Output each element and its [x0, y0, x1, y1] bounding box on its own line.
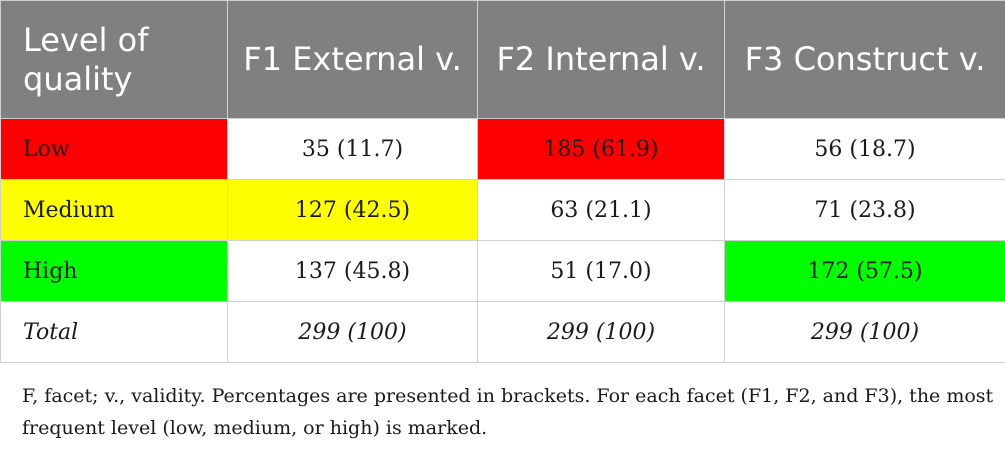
table-header-row: Level of quality F1 External v. F2 Inter… [0, 0, 1005, 119]
cell-high-f2: 51 (17.0) [477, 240, 725, 302]
header-f3-construct: F3 Construct v. [724, 0, 1005, 119]
header-f2-internal: F2 Internal v. [477, 0, 725, 119]
cell-medium-f2: 63 (21.1) [477, 179, 725, 241]
table-row-medium: Medium 127 (42.5) 63 (21.1) 71 (23.8) [0, 179, 1005, 241]
table-row-high: High 137 (45.8) 51 (17.0) 172 (57.5) [0, 240, 1005, 302]
cell-high-f1: 137 (45.8) [227, 240, 478, 302]
row-label-low: Low [0, 118, 228, 180]
cell-low-f1: 35 (11.7) [227, 118, 478, 180]
row-label-total: Total [0, 301, 228, 363]
cell-medium-f3: 71 (23.8) [724, 179, 1005, 241]
table-footnote: F, facet; v., validity. Percentages are … [22, 385, 994, 439]
row-label-high: High [0, 240, 228, 302]
quality-table: Level of quality F1 External v. F2 Inter… [0, 0, 1005, 363]
cell-medium-f1: 127 (42.5) [227, 179, 478, 241]
cell-total-f2: 299 (100) [477, 301, 725, 363]
cell-low-f2: 185 (61.9) [477, 118, 725, 180]
row-label-medium: Medium [0, 179, 228, 241]
table-row-total: Total 299 (100) 299 (100) 299 (100) [0, 301, 1005, 363]
header-level-of-quality: Level of quality [0, 0, 228, 119]
cell-high-f3: 172 (57.5) [724, 240, 1005, 302]
cell-total-f1: 299 (100) [227, 301, 478, 363]
cell-total-f3: 299 (100) [724, 301, 1005, 363]
table-row-low: Low 35 (11.7) 185 (61.9) 56 (18.7) [0, 118, 1005, 180]
header-f1-external: F1 External v. [227, 0, 478, 119]
cell-low-f3: 56 (18.7) [724, 118, 1005, 180]
